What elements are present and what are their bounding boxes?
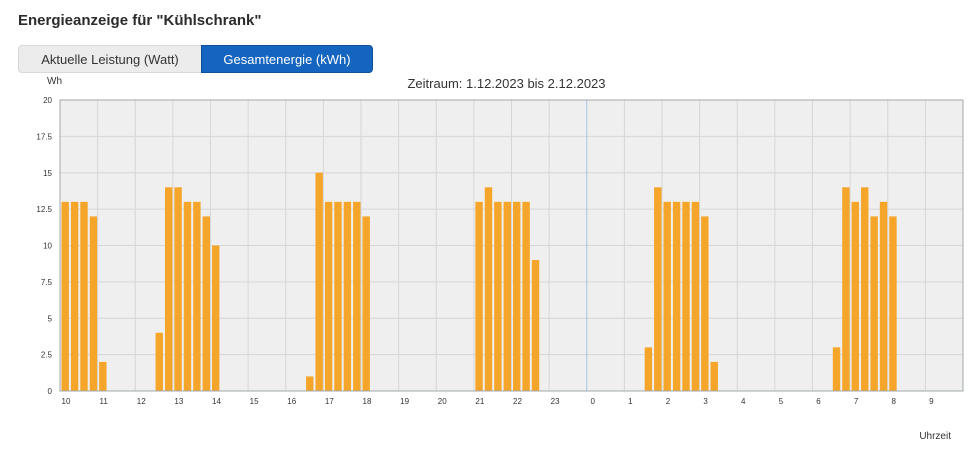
y-tick-label: 10: [43, 242, 52, 251]
y-tick-label: 7.5: [41, 278, 53, 287]
chart-bar: [861, 187, 869, 391]
x-tick-label: 19: [400, 397, 409, 406]
chart-bar: [832, 347, 841, 391]
y-axis-unit-label: Wh: [47, 76, 62, 87]
x-tick-label: 4: [741, 397, 746, 406]
chart-bar: [654, 187, 662, 391]
plot-border: [59, 99, 964, 392]
x-tick-label: 8: [892, 397, 897, 406]
x-tick-label: 12: [137, 397, 146, 406]
x-tick-label: 18: [363, 397, 372, 406]
chart-bar: [80, 201, 88, 391]
chart-bar: [353, 201, 361, 391]
x-tick-label: 5: [779, 397, 784, 406]
chart-bar: [343, 201, 352, 391]
chart-bar: [324, 201, 333, 391]
y-tick-label: 2.5: [41, 351, 53, 360]
chart-bar: [61, 201, 69, 391]
chart-bar: [691, 201, 700, 391]
chart-bar: [315, 172, 323, 391]
chart-bar: [484, 187, 493, 391]
x-tick-label: 7: [854, 397, 859, 406]
chart-bar: [183, 201, 192, 391]
chart-bar: [842, 187, 850, 391]
chart-bar: [710, 361, 718, 391]
chart-bar: [306, 376, 314, 391]
chart-bar: [513, 201, 521, 391]
chart-bar: [503, 201, 511, 391]
x-tick-label: 16: [287, 397, 296, 406]
chart-bar: [531, 260, 540, 391]
y-tick-label: 15: [43, 169, 52, 178]
chart-bar: [672, 201, 681, 391]
tab-total-energy[interactable]: Gesamtenergie (kWh): [201, 45, 373, 73]
tab-current-power[interactable]: Aktuelle Leistung (Watt): [18, 45, 201, 73]
y-tick-label: 20: [43, 96, 52, 105]
chart-bar: [701, 216, 709, 391]
y-tick-label: 5: [48, 314, 53, 323]
chart-bar: [174, 187, 182, 391]
chart-bar: [334, 201, 342, 391]
chart-bar: [889, 216, 897, 391]
x-tick-label: 17: [325, 397, 334, 406]
x-tick-label: 2: [666, 397, 671, 406]
chart-bar: [682, 201, 690, 391]
chart-bar: [851, 201, 860, 391]
x-tick-label: 1: [628, 397, 633, 406]
x-tick-label: 22: [513, 397, 522, 406]
x-tick-label: 0: [591, 397, 596, 406]
chart-bar: [870, 216, 878, 391]
chart-bar: [663, 201, 671, 391]
x-tick-label: 3: [703, 397, 708, 406]
x-tick-label: 6: [816, 397, 821, 406]
y-tick-label: 17.5: [36, 132, 52, 141]
chart-bar: [164, 187, 173, 391]
x-axis-label: Uhrzeit: [919, 431, 951, 442]
y-tick-label: 0: [48, 387, 53, 396]
page-title: Energieanzeige für "Kühlschrank": [18, 12, 262, 29]
y-tick-label: 12.5: [36, 205, 52, 214]
chart-bar: [494, 201, 502, 391]
x-tick-label: 11: [99, 397, 108, 406]
x-tick-label: 20: [438, 397, 447, 406]
x-tick-label: 15: [250, 397, 259, 406]
chart-bar: [362, 216, 370, 391]
chart-bar: [89, 216, 98, 391]
x-tick-label: 21: [475, 397, 484, 406]
x-tick-label: 14: [212, 397, 221, 406]
chart-bar: [99, 361, 107, 391]
chart-bar: [879, 201, 888, 391]
x-tick-label: 9: [929, 397, 934, 406]
x-tick-label: 13: [174, 397, 183, 406]
chart-bar: [522, 201, 530, 391]
chart-bar: [475, 201, 483, 391]
chart-bar: [202, 216, 210, 391]
period-label: Zeitraum: 1.12.2023 bis 2.12.2023: [407, 76, 606, 91]
tab-bar: Aktuelle Leistung (Watt) Gesamtenergie (…: [18, 45, 373, 73]
chart-bar: [644, 347, 653, 391]
x-tick-label: 23: [551, 397, 560, 406]
chart-bar: [155, 332, 163, 391]
chart-bar: [193, 201, 201, 391]
x-tick-label: 10: [62, 397, 71, 406]
chart-bar: [212, 245, 220, 391]
chart-bar: [70, 201, 79, 391]
